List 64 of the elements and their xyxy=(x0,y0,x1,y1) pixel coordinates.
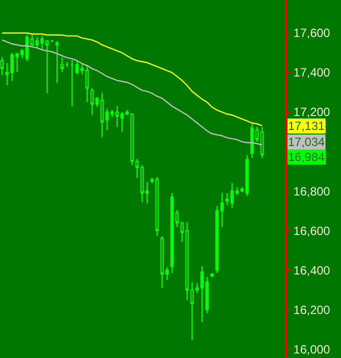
candlestick xyxy=(175,210,179,228)
y-tick-label: 16,400 xyxy=(293,263,330,278)
candlestick xyxy=(150,178,154,184)
candlestick xyxy=(35,36,39,49)
candlestick xyxy=(195,282,199,294)
candlestick xyxy=(220,192,224,228)
candlestick xyxy=(135,158,139,179)
text: 16,984 xyxy=(288,150,326,164)
y-tick-label: 17,400 xyxy=(293,66,330,80)
candlestick xyxy=(105,108,109,130)
candlestick xyxy=(125,110,129,116)
candlestick xyxy=(160,236,164,289)
y-tick-label: 16,800 xyxy=(293,184,330,198)
candlestick xyxy=(5,62,9,86)
candlestick xyxy=(40,35,44,50)
candlestick xyxy=(50,39,54,43)
candlestick xyxy=(15,52,19,72)
y-tick-label: 16,000 xyxy=(293,342,330,356)
candlestick xyxy=(200,266,204,323)
y-tick-label: 16,200 xyxy=(293,302,330,317)
candlestick xyxy=(10,52,14,82)
y-tick-label: 17,600 xyxy=(293,26,330,40)
candlestick xyxy=(70,60,74,107)
candlestick xyxy=(60,56,64,72)
candlestick xyxy=(65,62,69,68)
candlestick xyxy=(110,110,114,118)
candlestick xyxy=(130,114,134,166)
candlestick xyxy=(225,192,229,206)
candlestick xyxy=(75,60,79,75)
candlestick xyxy=(190,282,194,341)
candlestick xyxy=(85,64,89,102)
candlestick xyxy=(205,276,209,314)
candlestick xyxy=(210,272,214,278)
candlestick xyxy=(155,176,159,237)
text: 17,034 xyxy=(288,135,326,149)
candlestick xyxy=(165,266,169,281)
candlestick xyxy=(80,62,84,75)
candlestick xyxy=(170,192,174,274)
y-tick-label: 17,200 xyxy=(293,105,330,120)
candlestick xyxy=(95,96,99,108)
candlestick xyxy=(230,182,234,209)
candlestick xyxy=(120,112,124,132)
candlestick xyxy=(20,48,24,59)
candlestick xyxy=(235,186,239,196)
candlestick xyxy=(250,122,254,159)
candlestick xyxy=(260,126,264,159)
candlestick xyxy=(245,154,249,196)
candlestick xyxy=(140,164,144,203)
candlestick xyxy=(55,40,59,84)
line-series xyxy=(1,32,263,126)
candlestick xyxy=(100,92,104,138)
candlestick xyxy=(145,181,149,204)
text: 17,131 xyxy=(288,119,326,133)
candlestick xyxy=(180,222,184,243)
y-tick-label: 16,600 xyxy=(293,224,330,238)
candlestick xyxy=(45,39,49,94)
candlestick xyxy=(90,87,94,116)
candlestick xyxy=(115,106,119,128)
line-series xyxy=(1,39,263,146)
candlestick xyxy=(30,34,34,48)
candlestick xyxy=(185,222,189,301)
candlestick xyxy=(255,126,259,143)
candlestick xyxy=(215,206,219,274)
candlestick xyxy=(240,186,244,193)
